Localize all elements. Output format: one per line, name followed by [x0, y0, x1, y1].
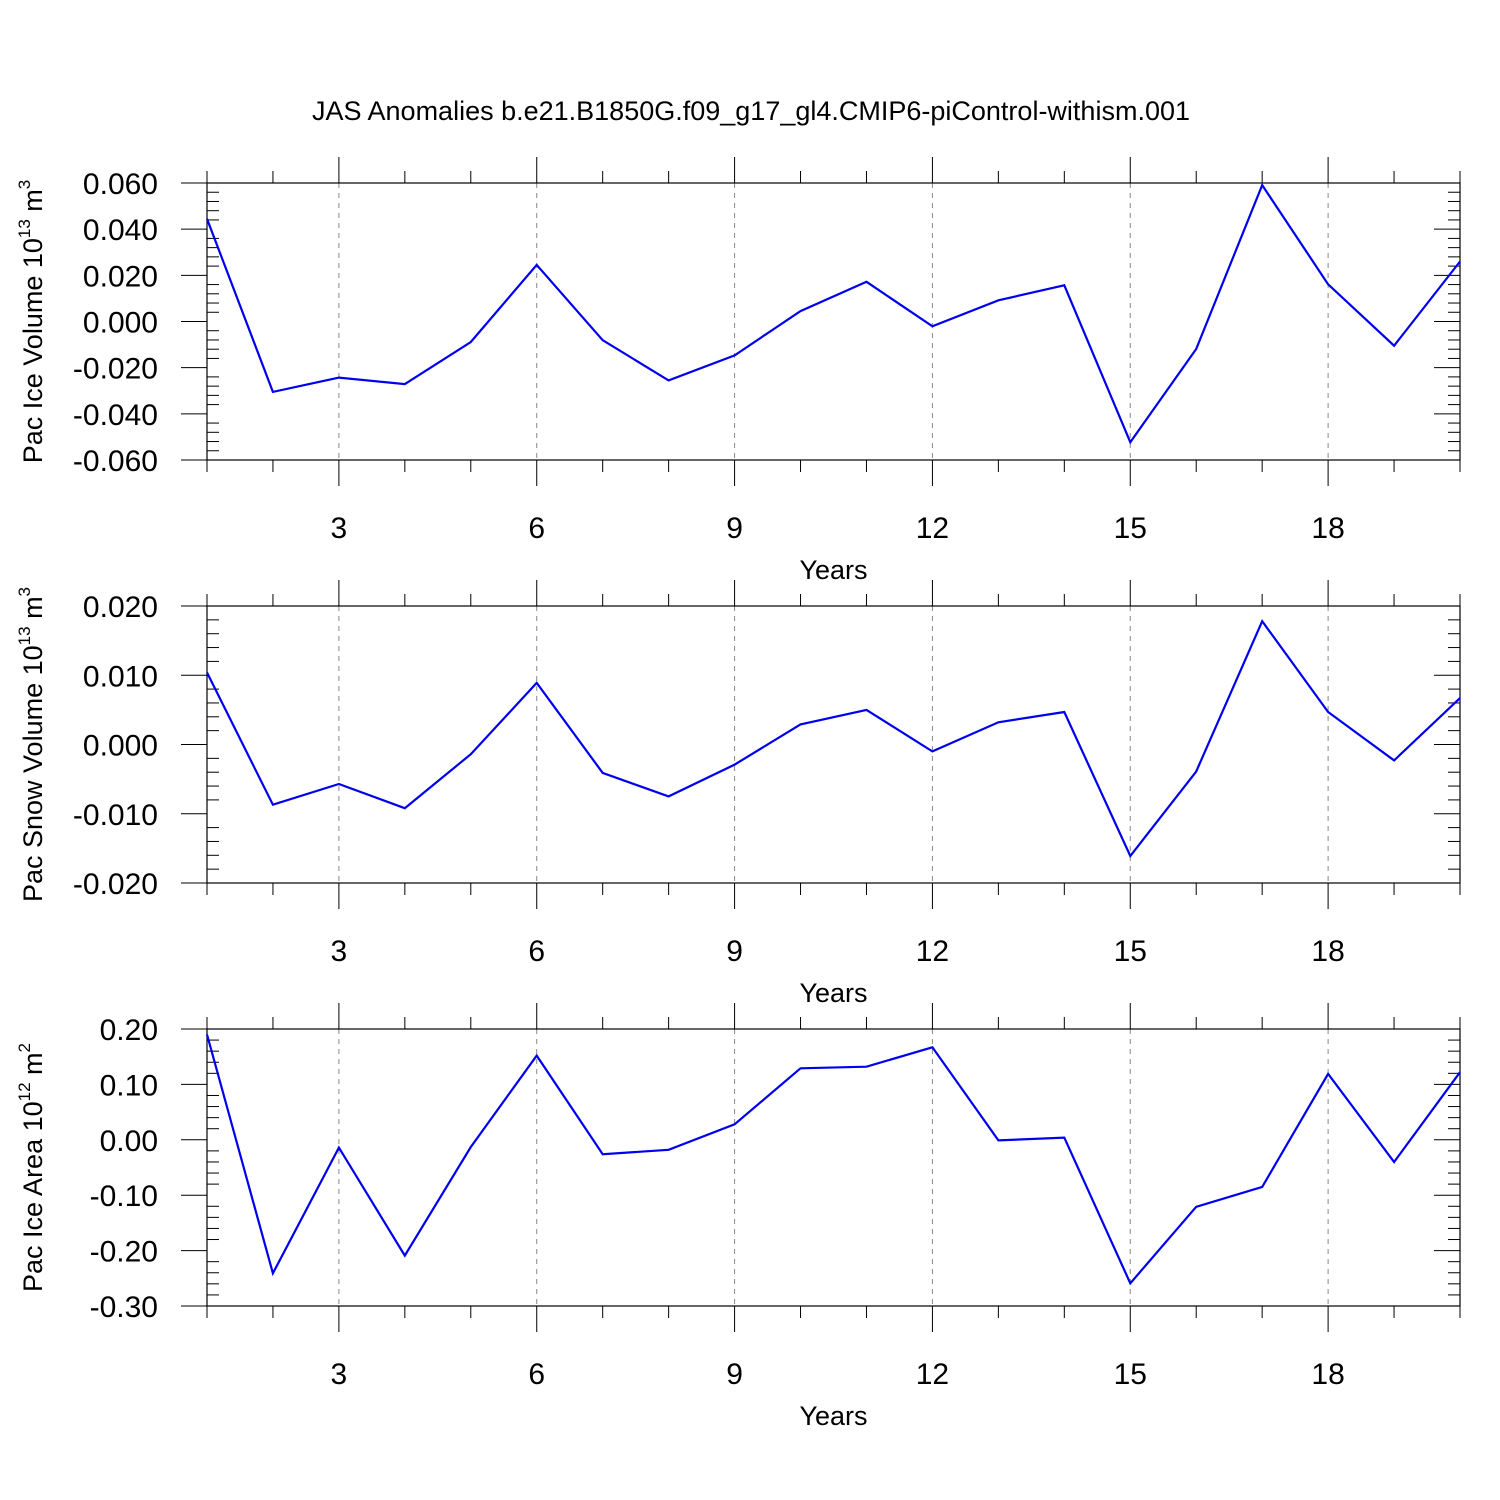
x-axis-label: Years — [799, 555, 867, 585]
x-tick-label: 3 — [331, 1358, 348, 1391]
plot-frame — [206, 605, 1461, 884]
x-tick-label: 12 — [916, 935, 949, 968]
plot-frame — [206, 1028, 1461, 1307]
x-tick-label: 12 — [916, 512, 949, 545]
x-tick-label: 6 — [528, 935, 545, 968]
y-tick-label: 0.020 — [83, 591, 158, 624]
y-tick-label: -0.060 — [73, 445, 158, 478]
y-tick-label: 0.020 — [83, 260, 158, 293]
y-axis-label: Pac Snow Volume 1013 m3 — [15, 587, 48, 902]
y-tick-label: 0.000 — [83, 730, 158, 763]
y-axis-label: Pac Ice Volume 1013 m3 — [15, 180, 48, 464]
x-tick-label: 18 — [1311, 1358, 1344, 1391]
chart-title: JAS Anomalies b.e21.B1850G.f09_g17_gl4.C… — [312, 96, 1190, 126]
x-tick-label: 9 — [726, 935, 743, 968]
series-line — [205, 1034, 1461, 1286]
y-tick-label: 0.00 — [100, 1125, 158, 1158]
y-tick-label: 0.060 — [83, 168, 158, 201]
y-tick-label: -0.020 — [73, 868, 158, 901]
y-tick-label: 0.010 — [83, 660, 158, 693]
x-tick-label: 15 — [1114, 512, 1147, 545]
panel-1: 3 6 9 12 15 18 0.060 0.040 0.020 0.000 -0.020 -0.04… — [15, 157, 1461, 585]
x-tick-label: 18 — [1311, 512, 1344, 545]
x-tick-label: 3 — [331, 935, 348, 968]
y-tick-label: -0.010 — [73, 799, 158, 832]
x-tick-label: 15 — [1114, 935, 1147, 968]
x-axis-label: Years — [799, 978, 867, 1008]
y-tick-label: -0.30 — [90, 1291, 158, 1324]
y-tick-label: -0.020 — [73, 353, 158, 386]
x-tick-label: 9 — [726, 512, 743, 545]
x-tick-label: 6 — [528, 512, 545, 545]
y-tick-label: 0.20 — [100, 1014, 158, 1047]
y-tick-label: 0.040 — [83, 214, 158, 247]
series-line — [206, 619, 1461, 859]
panel-2: 3 6 9 12 15 18 0.020 0.010 0.000 -0.010 -0.020 Year… — [15, 580, 1461, 1008]
y-tick-label: 0.000 — [83, 307, 158, 340]
series-line — [205, 182, 1461, 445]
y-tick-label: -0.040 — [73, 399, 158, 432]
y-tick-label: 0.10 — [100, 1069, 158, 1102]
y-tick-label: -0.10 — [90, 1180, 158, 1213]
y-tick-label: -0.20 — [90, 1236, 158, 1269]
x-tick-label: 12 — [916, 1358, 949, 1391]
x-tick-label: 6 — [528, 1358, 545, 1391]
x-axis-label: Years — [799, 1401, 867, 1431]
y-axis-label: Pac Ice Area 1012 m2 — [15, 1043, 48, 1292]
x-tick-label: 3 — [331, 512, 348, 545]
x-tick-label: 9 — [726, 1358, 743, 1391]
x-tick-label: 18 — [1311, 935, 1344, 968]
plot-frame — [206, 182, 1461, 461]
x-tick-label: 15 — [1114, 1358, 1147, 1391]
panel-3: 3 6 9 12 15 18 0.20 0.10 0.00 -0.10 -0.20 -0.30 Year… — [15, 1003, 1461, 1431]
